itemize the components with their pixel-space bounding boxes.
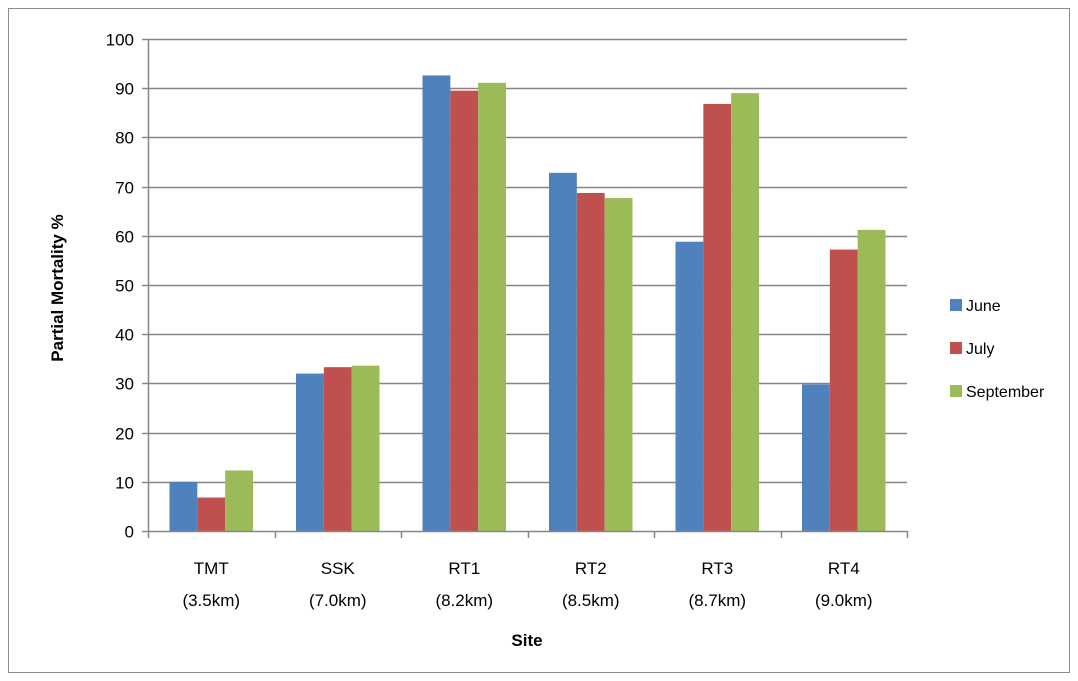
bar-june [169, 481, 198, 531]
legend-label: September [966, 384, 1045, 401]
bar-july [450, 90, 479, 531]
bar-june [296, 373, 324, 531]
x-tick-label: RT2 [575, 559, 607, 578]
x-tick-label: RT3 [701, 559, 733, 578]
bars [169, 75, 886, 532]
bar-june [549, 172, 577, 531]
legend-label: June [966, 298, 1001, 315]
x-tick-label: RT1 [448, 559, 480, 578]
y-tick-label: 20 [115, 425, 134, 444]
bar-july [323, 367, 352, 531]
x-tick-label: (7.0km) [309, 591, 367, 610]
x-tick-label: (3.5km) [182, 591, 240, 610]
y-tick-label: 100 [106, 31, 134, 50]
y-tick-label: 90 [115, 80, 134, 99]
bar-june [422, 75, 451, 532]
bar-september [351, 365, 380, 531]
x-axis-title: Site [511, 631, 542, 650]
y-axis-title: Partial Mortality % [48, 214, 67, 361]
axes: 0 10 20 30 40 50 60 70 80 90 100 TMT (3.5km) SSK (7.0k… [106, 31, 909, 610]
y-tick-label: 10 [115, 474, 134, 493]
y-tick-label: 50 [115, 277, 134, 296]
bar-july [576, 192, 605, 531]
bar-september [857, 229, 886, 531]
bar-september [731, 93, 759, 532]
x-tick-label: SSK [321, 559, 356, 578]
y-tick-label: 60 [115, 228, 134, 247]
x-tick-label: (8.2km) [435, 591, 493, 610]
bar-september [478, 82, 506, 532]
y-tick-label: 70 [115, 179, 134, 198]
x-tick-label: (8.5km) [562, 591, 620, 610]
bar-july [703, 103, 732, 531]
y-tick-label: 30 [115, 375, 134, 394]
y-tick-label: 0 [125, 523, 134, 542]
legend-swatch [950, 342, 962, 354]
bar-july [197, 497, 226, 531]
legend-swatch [950, 385, 962, 397]
bar-september [604, 197, 633, 531]
bar-september [225, 470, 253, 531]
gridlines [148, 38, 907, 484]
legend: June July September [950, 298, 1045, 401]
x-tick-label: TMT [194, 559, 229, 578]
bar-july [829, 249, 858, 532]
y-tick-label: 80 [115, 129, 134, 148]
legend-swatch [950, 299, 962, 311]
y-tick-label: 40 [115, 326, 134, 345]
chart-frame [8, 8, 1070, 673]
x-tick-label: RT4 [828, 559, 860, 578]
legend-label: July [966, 341, 994, 358]
x-tick-label: (9.0km) [815, 591, 873, 610]
bar-june [802, 384, 830, 531]
bar-june [675, 241, 704, 532]
x-tick-label: (8.7km) [688, 591, 746, 610]
